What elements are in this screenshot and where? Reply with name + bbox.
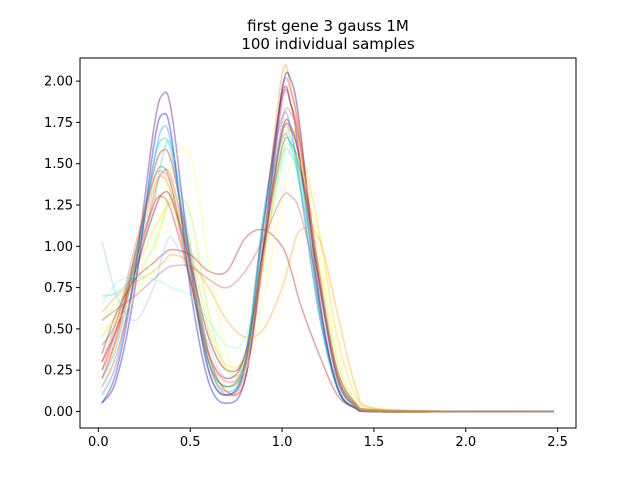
series-line-19 — [101, 192, 555, 413]
y-axis: 0.00 0.25 0.50 0.75 1.00 1.25 1.50 1.75 2.00 — [44, 75, 80, 420]
x-tick-label: 2.0 — [455, 435, 476, 450]
series-line-6 — [101, 142, 555, 413]
x-tick-label: 1.0 — [272, 435, 293, 450]
chart-title: first gene 3 gauss 1M — [247, 17, 409, 35]
x-axis: 0.0 0.5 1.0 1.5 2.0 2.5 — [88, 428, 568, 450]
y-tick-label: 0.50 — [44, 322, 73, 337]
series-line-18 — [101, 132, 554, 413]
series-line-12 — [101, 226, 555, 413]
series-line-3 — [101, 76, 554, 413]
y-tick-label: 1.00 — [44, 240, 73, 255]
series-line-14 — [101, 136, 554, 413]
y-tick-label: 2.00 — [44, 75, 73, 90]
x-tick-label: 0.0 — [88, 435, 109, 450]
series-layer — [101, 64, 555, 413]
series-line-16 — [101, 122, 554, 413]
series-line-20 — [101, 107, 554, 413]
series-line-5 — [101, 129, 555, 413]
y-tick-label: 1.75 — [44, 116, 73, 131]
series-line-10 — [101, 85, 554, 413]
series-line-1 — [101, 88, 555, 413]
series-line-8 — [101, 111, 554, 413]
y-tick-label: 1.50 — [44, 157, 73, 172]
series-line-17 — [101, 147, 555, 413]
x-tick-label: 1.5 — [364, 435, 385, 450]
y-tick-label: 1.25 — [44, 199, 73, 214]
series-line-2 — [101, 118, 555, 413]
series-line-9 — [101, 71, 554, 413]
series-line-7 — [101, 124, 554, 413]
series-line-4 — [101, 64, 554, 413]
y-tick-label: 0.75 — [44, 281, 73, 296]
series-line-13 — [101, 147, 554, 413]
series-line-11 — [101, 228, 554, 413]
y-tick-label: 0.00 — [44, 405, 73, 420]
x-tick-label: 2.5 — [547, 435, 568, 450]
plot-frame — [79, 57, 577, 429]
series-line-15 — [101, 151, 554, 413]
x-tick-label: 0.5 — [180, 435, 201, 450]
y-tick-label: 0.25 — [44, 364, 73, 379]
chart-subtitle: 100 individual samples — [241, 35, 414, 53]
